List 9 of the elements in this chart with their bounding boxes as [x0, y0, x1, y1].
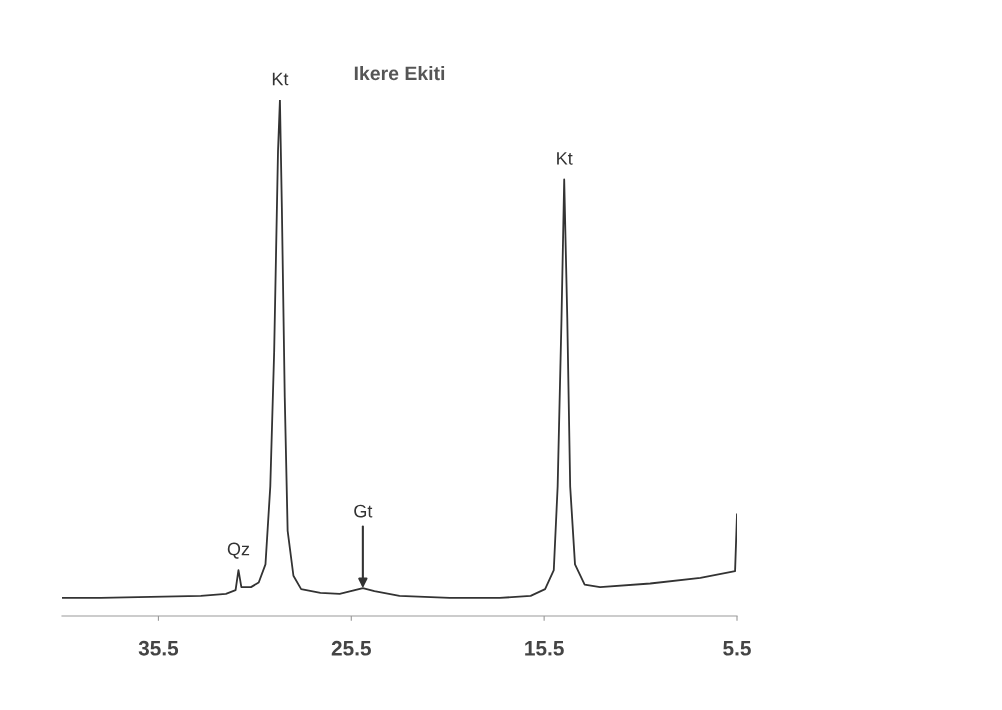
annotation: Gt: [354, 504, 373, 518]
annotation: Kt: [557, 152, 573, 165]
x-tick-label: 35.5: [138, 640, 179, 656]
x-tick-label: 25.5: [331, 640, 371, 656]
annotation: Kt: [272, 72, 289, 86]
annotation: Qz: [227, 542, 250, 559]
chart-title: Ikere Ekiti: [354, 65, 445, 81]
x-tick-label: 5.5: [723, 641, 751, 656]
x-tick-label: 15.5: [525, 641, 564, 656]
